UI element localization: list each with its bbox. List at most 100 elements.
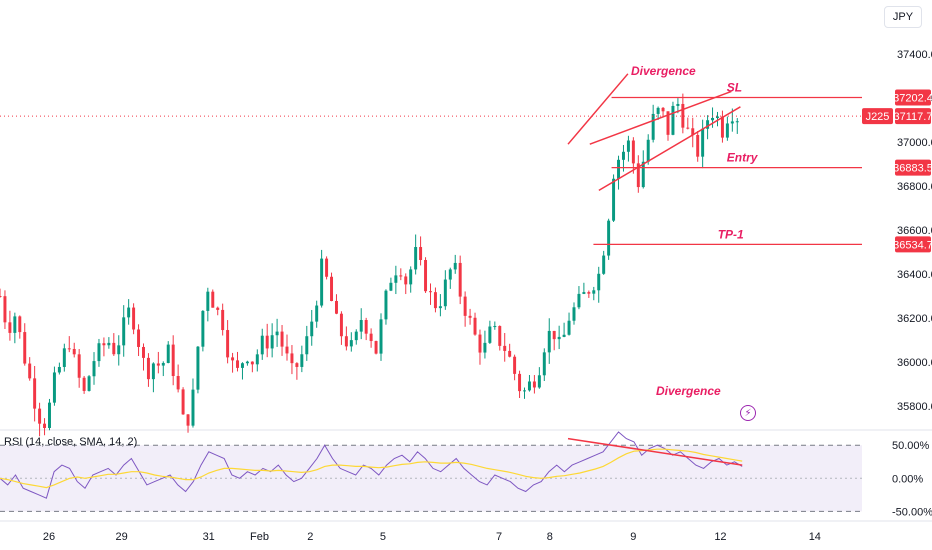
rsi-divergence-line[interactable] <box>567 437 743 466</box>
candle-body <box>587 292 591 294</box>
candle-body <box>463 296 467 316</box>
candle-body <box>122 317 126 346</box>
candle-body <box>369 333 373 342</box>
candle-body <box>77 354 81 378</box>
level-label-tp-1: TP-1 <box>718 227 744 241</box>
candle-body <box>562 334 566 337</box>
candle-body <box>181 389 185 415</box>
price-tag-tp-1: 36534.7 <box>893 236 932 253</box>
time-tick-label: 8 <box>547 531 553 543</box>
candle-body <box>532 381 536 388</box>
candle-body <box>503 345 507 351</box>
candle-body <box>52 372 56 403</box>
candle-body <box>478 334 482 353</box>
price-tag-entry: 36883.5 <box>893 159 932 176</box>
candle-body <box>250 361 254 365</box>
wedge-upper-line[interactable] <box>589 90 732 145</box>
candle-body <box>612 178 616 221</box>
svg-text:36883.5: 36883.5 <box>893 163 932 175</box>
candle-body <box>349 340 353 347</box>
candle-body <box>28 363 32 379</box>
candle-body <box>18 316 22 333</box>
price-tag-current: 37117.7 <box>894 108 932 125</box>
candles <box>0 93 739 437</box>
rsi-tick-label: 50.00% <box>892 440 930 452</box>
candle-body <box>557 336 561 340</box>
divergence-trend-line[interactable] <box>567 73 629 145</box>
divergence-label-bottom: Divergence <box>656 384 721 398</box>
candle-body <box>582 292 586 294</box>
rsi-tick-label: 0.00% <box>892 473 923 485</box>
candle-body <box>334 300 338 314</box>
candle-body <box>374 341 378 354</box>
candle-body <box>206 291 210 311</box>
candle-body <box>265 335 269 349</box>
candle-body <box>102 343 106 346</box>
candle-body <box>631 140 635 164</box>
candle-body <box>424 260 428 292</box>
rsi-indicator-label: RSI (14, close, SMA, 14, 2) <box>4 436 138 448</box>
candle-body <box>67 348 71 350</box>
lightning-icon[interactable]: ⚡ <box>740 405 756 421</box>
candle-body <box>339 313 343 337</box>
candle-body <box>146 357 150 380</box>
candle-body <box>300 354 304 367</box>
candle-body <box>508 350 512 357</box>
price-tags: 37202.4 36883.5 36534.7 37117.7 J225 <box>862 89 932 253</box>
candle-body <box>518 373 522 392</box>
candle-body <box>231 357 235 361</box>
currency-button[interactable]: JPY <box>884 6 922 28</box>
candle-body <box>240 363 244 368</box>
candle-body <box>720 116 724 138</box>
candle-body <box>552 330 556 340</box>
svg-text:37202.4: 37202.4 <box>893 92 932 104</box>
candle-body <box>656 107 660 114</box>
candle-body <box>443 279 447 307</box>
candle-body <box>671 105 675 135</box>
candle-body <box>686 127 690 129</box>
candle-body <box>602 255 606 274</box>
candle-body <box>419 246 423 261</box>
candle-body <box>87 376 91 391</box>
price-tick-label: 36400.0 <box>897 269 932 281</box>
svg-text:36534.7: 36534.7 <box>893 239 932 251</box>
candle-body <box>666 111 670 135</box>
candle-body <box>404 276 408 285</box>
candle-body <box>33 378 37 409</box>
candle-body <box>23 332 27 364</box>
candle-body <box>305 336 309 355</box>
candle-body <box>166 344 170 363</box>
candle-body <box>716 116 719 118</box>
candle-body <box>641 161 645 188</box>
candle-body <box>414 246 418 270</box>
candle-body <box>547 330 551 353</box>
candle-body <box>344 336 348 347</box>
candle-body <box>488 326 492 343</box>
candle-body <box>696 134 700 157</box>
time-tick-label: 31 <box>203 531 215 543</box>
candle-body <box>196 346 200 390</box>
wedge-lower-line[interactable] <box>598 106 741 192</box>
candle-body <box>92 361 96 377</box>
price-tick-label: 37400.0 <box>897 49 932 61</box>
candle-body <box>394 275 398 283</box>
candle-body <box>468 315 472 318</box>
candle-body <box>186 414 190 426</box>
price-tick-label: 36000.0 <box>897 357 932 369</box>
candle-body <box>458 262 462 297</box>
candle-body <box>142 346 145 358</box>
price-tick-label: 36800.0 <box>897 181 932 193</box>
candle-body <box>72 348 76 355</box>
candle-body <box>127 307 131 318</box>
time-tick-label: 26 <box>43 531 55 543</box>
candle-body <box>112 342 116 355</box>
candle-body <box>691 128 695 135</box>
rsi-line <box>0 431 743 499</box>
candle-body <box>156 363 160 366</box>
time-tick-label: 9 <box>630 531 636 543</box>
candle-body <box>57 366 61 373</box>
candle-body <box>62 348 66 367</box>
candle-body <box>429 291 432 293</box>
